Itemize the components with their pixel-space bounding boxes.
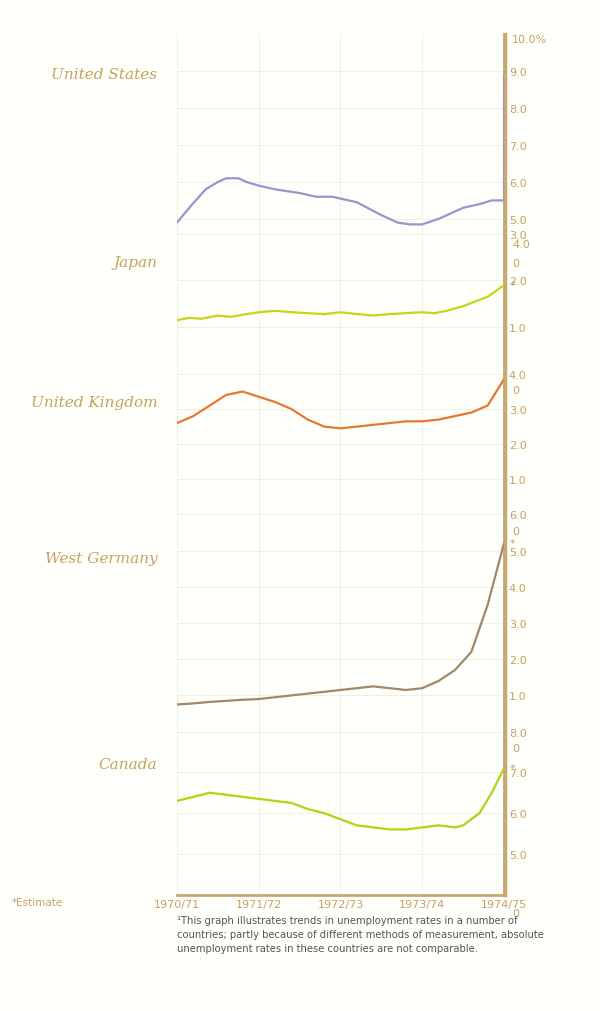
Text: 0: 0 bbox=[512, 258, 519, 268]
Text: 0: 0 bbox=[512, 743, 519, 753]
Text: 0: 0 bbox=[512, 526, 519, 536]
Text: 10.0%: 10.0% bbox=[512, 35, 547, 45]
Text: *: * bbox=[510, 763, 515, 773]
Text: *: * bbox=[510, 281, 515, 291]
Text: United Kingdom: United Kingdom bbox=[31, 395, 157, 409]
Text: Canada: Canada bbox=[99, 757, 157, 771]
Text: United States: United States bbox=[51, 68, 157, 82]
Text: 4.0: 4.0 bbox=[512, 240, 530, 250]
Text: West Germany: West Germany bbox=[44, 551, 157, 565]
Text: *Estimate: *Estimate bbox=[12, 897, 63, 907]
Text: ¹This graph illustrates trends in unemployment rates in a number of
countries; p: ¹This graph illustrates trends in unempl… bbox=[177, 915, 544, 953]
Text: *: * bbox=[510, 539, 515, 549]
Text: Japan: Japan bbox=[113, 256, 157, 269]
Text: 0: 0 bbox=[512, 386, 519, 396]
Text: 0: 0 bbox=[512, 908, 519, 918]
